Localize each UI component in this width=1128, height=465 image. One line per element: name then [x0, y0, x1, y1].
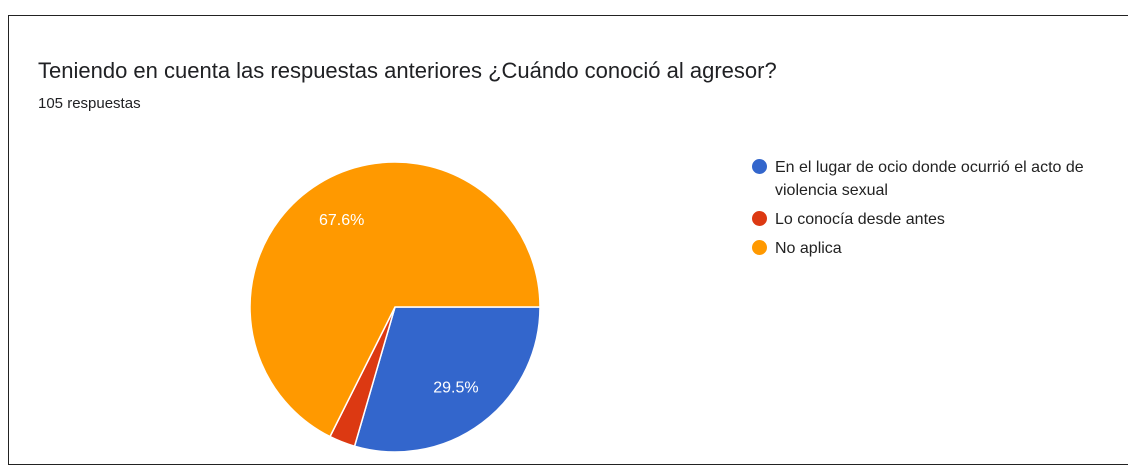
pie-slice — [353, 306, 541, 453]
legend-swatch — [752, 211, 767, 226]
chart-title: Teniendo en cuenta las respuestas anteri… — [38, 58, 777, 83]
legend-item: No aplica — [752, 237, 1124, 260]
data-label: 67.6% — [319, 212, 364, 229]
legend-swatch — [752, 159, 767, 174]
data-label: 29.5% — [433, 379, 478, 396]
pie-slice — [249, 161, 541, 438]
legend-item: En el lugar de ocio donde ocurrió el act… — [752, 156, 1124, 202]
legend-label: No aplica — [775, 240, 842, 257]
legend-item: Lo conocía desde antes — [752, 208, 1124, 231]
legend-label: Lo conocía desde antes — [775, 211, 945, 228]
legend-label: En el lugar de ocio donde ocurrió el act… — [775, 159, 1084, 199]
page: {"chart_data": {"type": "pie", "title": … — [8, 15, 1128, 465]
legend: En el lugar de ocio donde ocurrió el act… — [752, 156, 1124, 266]
chart: Teniendo en cuenta las respuestas anteri… — [38, 58, 777, 453]
legend-swatch — [752, 240, 767, 255]
chart-subtitle: 105 respuestas — [38, 95, 141, 112]
